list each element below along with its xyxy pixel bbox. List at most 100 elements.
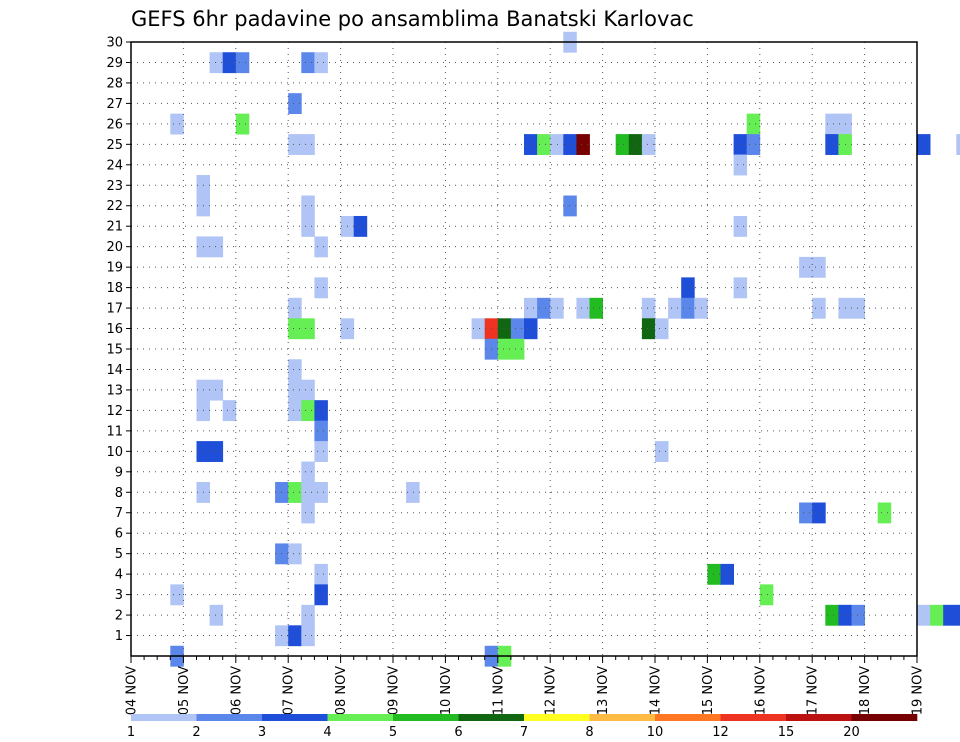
cell-member-29-step-8 [235,52,250,74]
cell-member-26-step-8 [235,113,250,135]
y-tick-label-29: 29 [106,56,123,71]
y-tick-label-15: 15 [106,343,123,358]
colorbar-label-2: 3 [258,725,266,740]
cell-member-25-step-63 [956,134,960,155]
colorbar-swatch-1 [196,714,263,721]
y-tick-label-4: 4 [115,568,123,583]
cell-member-7-step-13 [301,502,315,524]
x-tick-label-11: 15 NOV [701,666,716,715]
cell-member-29-step-6 [209,52,224,74]
cell-member-10-step-6 [209,441,224,462]
colorbar-label-7: 8 [585,725,593,740]
colorbar-swatch-10 [786,714,852,721]
x-tick-label-10: 14 NOV [649,666,664,715]
cell-member-29-step-14 [314,52,328,74]
cell-member-12-step-7 [222,400,237,422]
cell-member-17-step-12 [288,297,302,319]
cell-member-16-step-40 [655,318,669,340]
y-tick-label-27: 27 [106,97,123,112]
x-axis: 04 NOV 05 NOV 06 NOV 07 NOV 08 NOV 09 NOV 10 N… [125,656,926,715]
cell-member-8-step-13 [301,482,315,503]
x-tick-label-1: 05 NOV [177,666,192,715]
cell-member-10-step-40 [655,441,669,462]
y-tick-label-16: 16 [106,322,123,337]
colorbar-swatch-3 [327,714,394,721]
y-tick-label-12: 12 [106,404,123,419]
y-tick-label-24: 24 [106,158,123,173]
y-tick-label-14: 14 [106,363,123,378]
cell-member-4-step-44 [707,563,721,585]
y-tick-label-2: 2 [115,609,123,624]
cell-member-26-step-3 [170,113,184,135]
cell-member-20-step-6 [209,236,224,258]
colorbar-label-5: 6 [454,725,462,740]
colorbar-label-1: 2 [192,725,200,740]
cell-member-29-step-13 [301,52,315,74]
cell-member-17-step-34 [576,297,590,319]
colorbar-swatch-11 [851,714,918,721]
cell-member-16-step-13 [301,318,315,340]
cell-member-7-step-52 [812,502,826,524]
y-axis: 1234567891011121314151617181920212223242… [106,36,131,644]
cell-member-19-step-52 [812,256,826,278]
cells-layer [170,31,960,667]
cell-member-25-step-37 [615,134,630,155]
cell-member-2-step-55 [851,604,865,626]
colorbar-label-3: 4 [323,725,331,740]
x-tick-label-5: 09 NOV [387,666,402,715]
x-tick-label-15: 19 NOV [911,666,926,715]
colorbar-swatch-8 [655,714,721,721]
cell-member-16-step-28 [497,318,512,340]
y-tick-label-21: 21 [106,220,123,235]
cell-member-2-step-62 [943,604,957,626]
cell-member-12-step-12 [288,400,302,422]
colorbar-label-9: 12 [712,725,729,740]
cell-member-17-step-39 [641,297,656,319]
y-tick-label-20: 20 [106,240,123,255]
cell-member-17-step-35 [589,297,603,319]
cell-member-25-step-47 [746,134,761,155]
cell-member-25-step-34 [576,134,590,155]
y-tick-label-18: 18 [106,281,123,296]
y-tick-label-11: 11 [106,424,123,439]
cell-member-25-step-53 [825,134,839,155]
colorbar-swatch-9 [720,714,787,721]
cell-member-18-step-46 [733,277,748,299]
cell-member-3-step-48 [759,584,774,606]
cell-member-20-step-14 [314,236,328,258]
cell-member-16-step-39 [641,318,656,340]
cell-member-25-step-31 [537,134,551,155]
cell-member-2-step-6 [209,604,224,626]
y-tick-label-10: 10 [106,445,123,460]
cell-member-25-step-60 [917,134,931,155]
colorbar-label-11: 20 [843,725,860,740]
cell-member-17-step-32 [550,297,564,319]
y-tick-label-1: 1 [115,629,123,644]
colorbar-swatch-6 [524,714,590,721]
cell-member-21-step-13 [301,215,315,237]
colorbar-label-4: 5 [389,725,397,740]
cell-member-2-step-13 [301,604,315,626]
cell-member-8-step-12 [288,482,302,503]
colorbar-swatch-0 [131,714,197,721]
cell-member-17-step-42 [681,297,695,319]
y-tick-label-19: 19 [106,261,123,276]
grid-layer [131,41,917,656]
colorbar-swatch-4 [393,714,459,721]
cell-member-22-step-33 [563,195,577,217]
colorbar: 1 2 3 4 5 6 7 8 10 12 15 20 [127,714,918,740]
cell-member-21-step-46 [733,215,748,237]
cell-member-25-step-33 [563,134,577,155]
cell-member-1-step-13 [301,625,315,647]
cell-member-22-step-13 [301,195,315,217]
cell-member-1-step-12 [288,625,302,647]
y-tick-label-26: 26 [106,117,123,132]
y-tick-label-8: 8 [115,486,123,501]
cell-member-25-step-46 [733,134,748,155]
cell-member-17-step-30 [524,297,538,319]
y-tick-label-6: 6 [115,527,123,542]
colorbar-label-0: 1 [127,725,135,740]
cell-member-10-step-14 [314,441,328,462]
cell-member-9-step-13 [301,461,315,483]
